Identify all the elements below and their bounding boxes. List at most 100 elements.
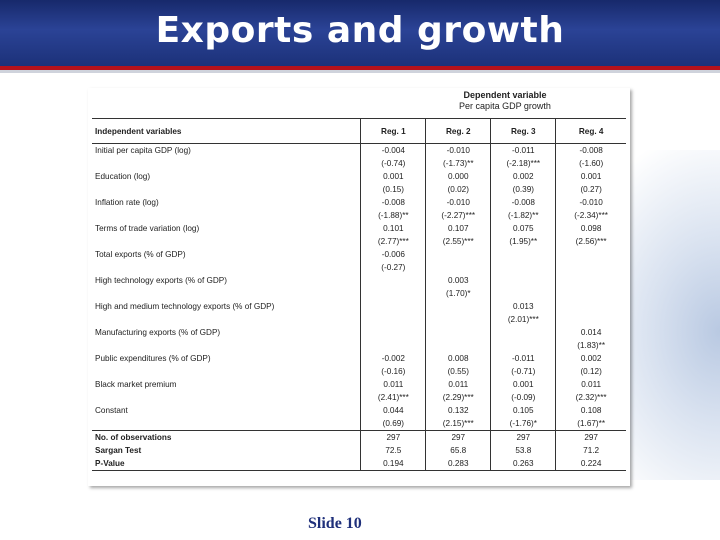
table-row: (-1.88)** (-2.27)*** (-1.82)** (-2.34)*** — [92, 209, 626, 222]
cell-reg-3: 297 — [490, 430, 556, 444]
cell-reg-2: 0.011 — [425, 378, 491, 391]
table-row: (-0.74) (-1.73)** (-2.18)*** (-1.60) — [92, 157, 626, 170]
cell-reg-2: (-1.73)** — [425, 157, 491, 170]
cell-reg-3: 0.002 — [490, 170, 556, 183]
table-row: (2.01)*** — [92, 313, 626, 326]
row-label: Manufacturing exports (% of GDP) — [95, 327, 221, 337]
cell-reg-3: 0.013 — [490, 300, 556, 313]
cell-reg-2: 0.107 — [425, 222, 491, 235]
cell-reg-1: (-0.74) — [360, 157, 426, 170]
cell-reg-1: (-0.27) — [360, 261, 426, 274]
regression-table-image: Dependent variable Per capita GDP growth… — [88, 88, 630, 486]
cell-reg-3: (-0.71) — [490, 365, 556, 378]
table-row: (0.69) (2.15)*** (-1.76)* (1.67)** — [92, 417, 626, 431]
dependent-variable-label: Dependent variable — [463, 90, 547, 100]
cell-reg-1: 0.044 — [360, 404, 426, 417]
column-header-reg-3: Reg. 3 — [490, 118, 556, 144]
cell-reg-3: (1.95)** — [490, 235, 556, 248]
row-label: High technology exports (% of GDP) — [95, 275, 227, 285]
cell-reg-2: -0.010 — [425, 196, 491, 209]
cell-reg-2: (1.70)* — [425, 287, 491, 300]
table-row: (1.83)** — [92, 339, 626, 352]
row-label: Black market premium — [95, 379, 177, 389]
cell-reg-4: (2.32)*** — [555, 391, 626, 404]
cell-reg-2: 297 — [425, 430, 491, 444]
row-label: Education (log) — [95, 171, 151, 181]
cell-reg-4: 0.108 — [555, 404, 626, 417]
cell-reg-2 — [425, 300, 491, 313]
cell-reg-1 — [360, 326, 426, 339]
cell-reg-2 — [425, 326, 491, 339]
cell-reg-2: 0.008 — [425, 352, 491, 365]
cell-reg-2: 65.8 — [425, 444, 491, 457]
cell-reg-2: (2.15)*** — [425, 417, 491, 431]
row-label: No. of observations — [92, 430, 361, 444]
cell-reg-3: -0.008 — [490, 196, 556, 209]
cell-reg-1: (2.77)*** — [360, 235, 426, 248]
cell-reg-2: 0.132 — [425, 404, 491, 417]
cell-reg-3 — [490, 339, 556, 352]
table-row: (2.77)*** (2.55)*** (1.95)** (2.56)*** — [92, 235, 626, 248]
cell-reg-3 — [490, 248, 556, 261]
cell-reg-1: -0.006 — [360, 248, 426, 261]
row-label — [92, 365, 361, 378]
table-row: No. of observations 297 297 297 297 — [92, 430, 626, 444]
cell-reg-2: 0.003 — [425, 274, 491, 287]
table-row: Black market premium 0.011 0.011 0.001 0.011 — [92, 378, 626, 391]
cell-reg-4: (1.67)** — [555, 417, 626, 431]
cell-reg-3: 0.105 — [490, 404, 556, 417]
cell-reg-4: -0.010 — [555, 196, 626, 209]
regression-table: Independent variables Reg. 1 Reg. 2 Reg.… — [92, 118, 626, 471]
column-header-reg-1: Reg. 1 — [360, 118, 426, 144]
cell-reg-4: 0.002 — [555, 352, 626, 365]
cell-reg-4: 0.098 — [555, 222, 626, 235]
row-label — [92, 209, 361, 222]
table-row: Total exports (% of GDP) -0.006 — [92, 248, 626, 261]
cell-reg-3: (-1.82)** — [490, 209, 556, 222]
cell-reg-3 — [490, 287, 556, 300]
cell-reg-4 — [555, 261, 626, 274]
cell-reg-1: (-0.16) — [360, 365, 426, 378]
cell-reg-2: -0.010 — [425, 143, 491, 157]
cell-reg-2 — [425, 261, 491, 274]
row-label: Constant — [95, 405, 128, 415]
column-header-reg-4: Reg. 4 — [555, 118, 626, 144]
cell-reg-3: (-2.18)*** — [490, 157, 556, 170]
table-row: Inflation rate (log) -0.008 -0.010 -0.008 -0… — [92, 196, 626, 209]
cell-reg-2: (2.55)*** — [425, 235, 491, 248]
row-label: Public expenditures (% of GDP) — [95, 353, 211, 363]
cell-reg-1: -0.002 — [360, 352, 426, 365]
table-row: (-0.27) — [92, 261, 626, 274]
cell-reg-1 — [360, 287, 426, 300]
cell-reg-1: 297 — [360, 430, 426, 444]
cell-reg-1 — [360, 313, 426, 326]
table-row: Manufacturing exports (% of GDP) 0.014 — [92, 326, 626, 339]
cell-reg-1: 0.011 — [360, 378, 426, 391]
row-label — [92, 261, 361, 274]
table-row: Sargan Test 72.5 65.8 53.8 71.2 — [92, 444, 626, 457]
row-label — [92, 417, 361, 431]
table-row: Initial per capita GDP (log) -0.004 -0.010… — [92, 143, 626, 157]
cell-reg-3 — [490, 261, 556, 274]
column-header-reg-2: Reg. 2 — [425, 118, 491, 144]
table-row: P-Value 0.194 0.283 0.263 0.224 — [92, 457, 626, 471]
cell-reg-2: 0.000 — [425, 170, 491, 183]
cell-reg-1: (2.41)*** — [360, 391, 426, 404]
cell-reg-4: 0.011 — [555, 378, 626, 391]
cell-reg-3: 53.8 — [490, 444, 556, 457]
row-label — [92, 157, 361, 170]
table-row: High and medium technology exports (% of… — [92, 300, 626, 313]
dependent-variable-caption: Dependent variable Per capita GDP growth — [445, 90, 565, 112]
cell-reg-3: (0.39) — [490, 183, 556, 196]
table-row: Education (log) 0.001 0.000 0.002 0.001 — [92, 170, 626, 183]
column-header-independent-variables: Independent variables — [92, 118, 361, 144]
row-label: Total exports (% of GDP) — [95, 249, 186, 259]
dependent-variable-value: Per capita GDP growth — [459, 101, 551, 111]
slide-number: Slide 10 — [308, 515, 362, 532]
row-label: P-Value — [92, 457, 361, 471]
cell-reg-4: (0.27) — [555, 183, 626, 196]
cell-reg-4 — [555, 274, 626, 287]
cell-reg-2: 0.283 — [425, 457, 491, 471]
cell-reg-4: (-2.34)*** — [555, 209, 626, 222]
cell-reg-2: (0.02) — [425, 183, 491, 196]
